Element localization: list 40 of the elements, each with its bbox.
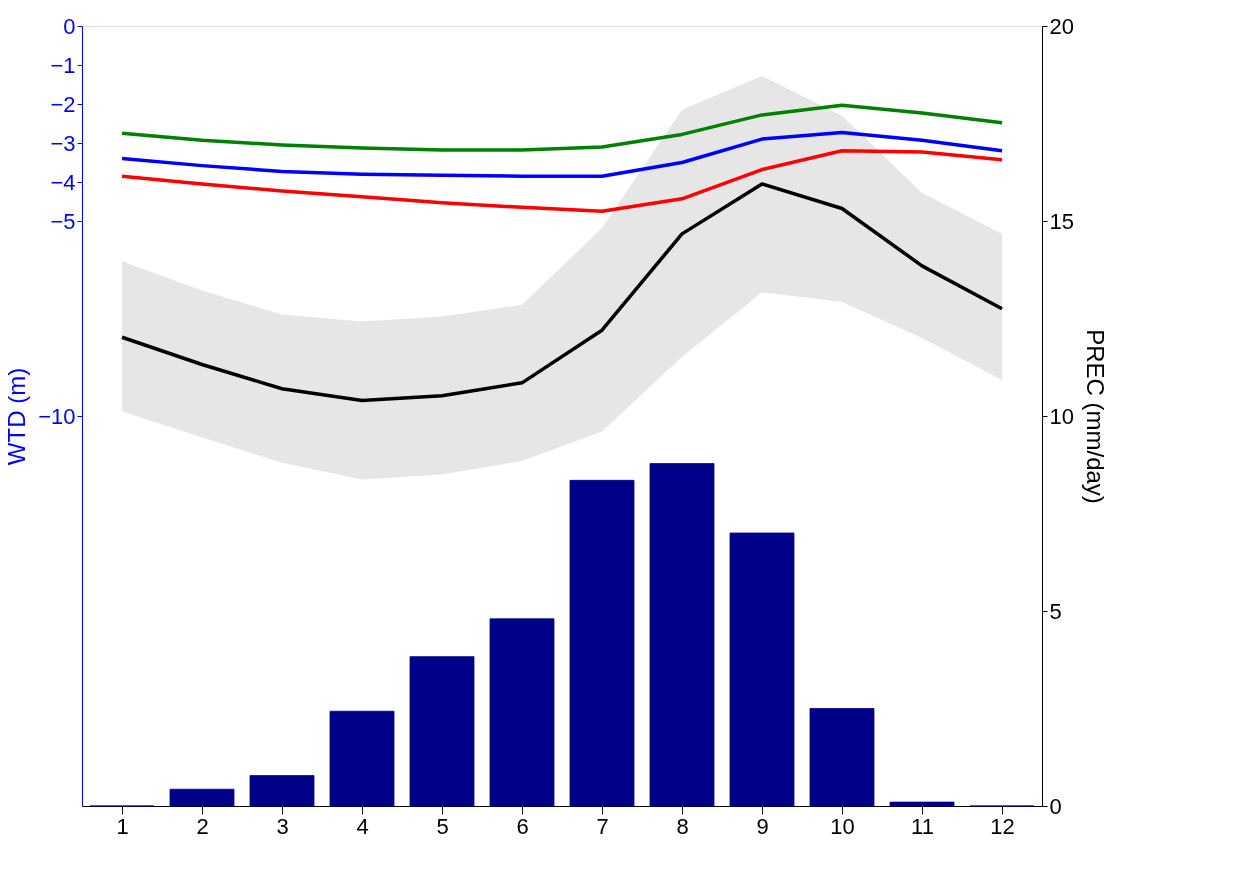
y2-tick-label: 0	[1049, 793, 1062, 819]
x-tick-label: 6	[516, 813, 529, 839]
line-series	[120, 130, 1004, 178]
bar	[249, 775, 315, 807]
bar	[569, 479, 635, 807]
y-tick-label: −3	[50, 130, 76, 156]
y-tick-label: −1	[50, 52, 76, 78]
y2-axis-title: PREC (mm/day)	[1081, 329, 1109, 504]
x-tick-label: 9	[756, 813, 769, 839]
bar	[729, 532, 795, 807]
x-tick-label: 3	[276, 813, 289, 839]
y-tick-label: −4	[50, 169, 76, 195]
line-series	[120, 182, 1004, 403]
y-tick-label: −10	[38, 403, 76, 429]
bar	[329, 710, 395, 807]
x-tick-label: 10	[830, 813, 855, 839]
y-tick-label: 0	[63, 13, 76, 39]
bar	[409, 656, 475, 807]
bar	[649, 463, 715, 807]
x-tick-label: 2	[196, 813, 209, 839]
x-tick-label: 4	[356, 813, 369, 839]
y-tick-label: −2	[50, 91, 76, 117]
y-axis-title: WTD (m)	[3, 367, 31, 466]
y2-tick-label: 10	[1049, 403, 1074, 429]
x-tick-label: 1	[116, 813, 129, 839]
line-series	[120, 103, 1004, 152]
x-tick-label: 12	[990, 813, 1015, 839]
bar	[889, 801, 955, 807]
y2-tick-label: 15	[1049, 208, 1074, 234]
y-tick-label: −5	[50, 208, 76, 234]
bar	[489, 618, 555, 807]
bar	[809, 708, 875, 807]
x-tick-label: 8	[676, 813, 689, 839]
x-tick-label: 7	[596, 813, 609, 839]
x-tick-label: 5	[436, 813, 449, 839]
x-tick-label: 11	[911, 813, 934, 839]
y2-tick-label: 20	[1049, 13, 1074, 39]
bar	[169, 788, 235, 807]
line-series	[120, 149, 1004, 213]
y2-tick-label: 5	[1049, 598, 1062, 624]
